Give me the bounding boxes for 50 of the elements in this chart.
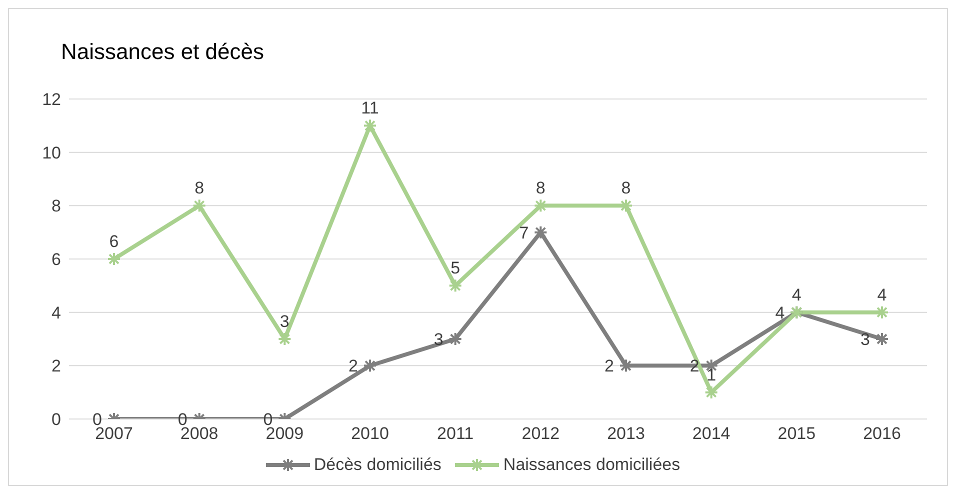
x-tick-label: 2007 [95, 424, 133, 444]
y-tick-label: 12 [42, 90, 61, 110]
point [448, 278, 462, 293]
data-label: 6 [109, 232, 119, 251]
x-tick-label: 2012 [522, 424, 560, 444]
data-label: 8 [536, 178, 546, 198]
y-tick-label: 8 [52, 196, 61, 216]
point [534, 225, 548, 240]
point [619, 198, 633, 213]
y-tick-label: 10 [42, 143, 61, 162]
data-label: 7 [519, 223, 529, 242]
data-label: 3 [280, 312, 290, 331]
data-label: 5 [450, 258, 460, 278]
x-tick-label: 2009 [266, 424, 304, 444]
data-label: 4 [775, 303, 785, 322]
point [448, 332, 462, 346]
x-tick-label: 2008 [180, 424, 218, 444]
point [619, 358, 633, 373]
y-tick-label: 4 [52, 303, 61, 322]
data-label: 1 [706, 365, 716, 384]
data-label: 8 [194, 178, 204, 198]
point [107, 252, 121, 266]
legend-label: Naissances domiciliées [503, 455, 680, 475]
point [704, 385, 718, 400]
point [534, 198, 548, 213]
data-label: 2 [604, 356, 614, 376]
point [192, 198, 206, 213]
data-label: 2 [690, 356, 700, 376]
y-tick-label: 2 [52, 356, 61, 376]
y-tick-label: 0 [52, 410, 61, 430]
x-tick-label: 2013 [607, 424, 645, 444]
data-label: 8 [621, 178, 631, 198]
point [875, 332, 889, 346]
point [363, 358, 377, 373]
point [278, 332, 292, 346]
data-label: 3 [860, 330, 870, 350]
x-tick-label: 2014 [692, 424, 730, 444]
x-tick-label: 2016 [863, 424, 901, 444]
data-label: 4 [877, 285, 887, 304]
data-label: 11 [361, 98, 379, 118]
data-label: 2 [348, 356, 358, 376]
x-tick-label: 2011 [437, 424, 474, 444]
point [363, 118, 377, 133]
x-tick-label: 2010 [351, 424, 389, 444]
data-label: 4 [792, 285, 802, 304]
chart-title: Naissances et décès [61, 39, 264, 65]
legend-label: Décès domiciliés [314, 455, 442, 475]
x-tick-label: 2015 [778, 424, 816, 444]
y-tick-label: 6 [52, 250, 61, 270]
point [875, 305, 889, 320]
